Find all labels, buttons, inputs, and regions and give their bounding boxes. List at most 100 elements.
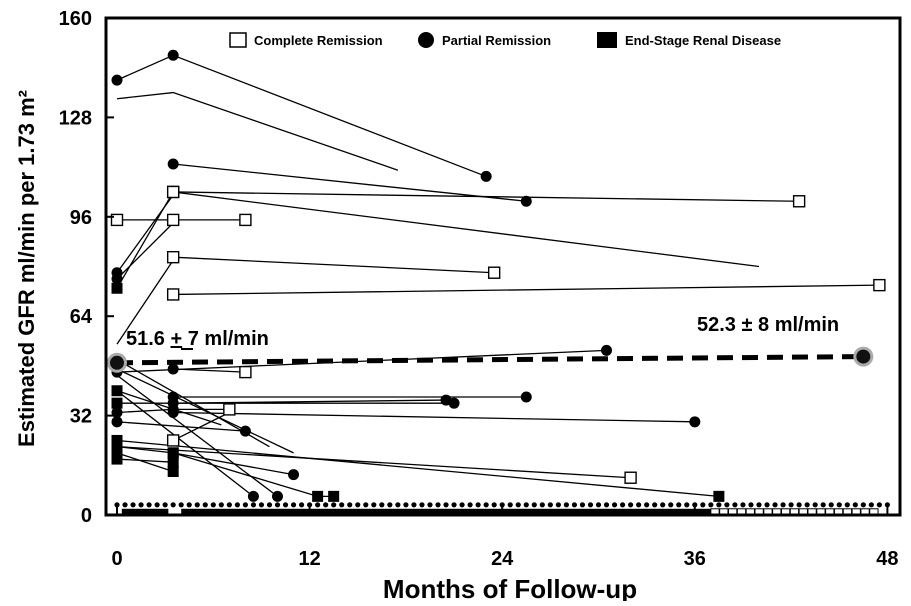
series-line-1 bbox=[116, 91, 399, 171]
baseline-circle-marker bbox=[130, 502, 136, 508]
baseline-circle-marker bbox=[868, 502, 874, 508]
baseline-circle-marker bbox=[740, 502, 746, 508]
baseline-circle-marker bbox=[266, 502, 273, 508]
baseline-circle-marker bbox=[491, 502, 497, 508]
series-line-25 bbox=[116, 458, 174, 463]
mean-marker bbox=[110, 355, 124, 370]
series-27-point-circle bbox=[247, 490, 259, 502]
baseline-circle-marker bbox=[716, 502, 722, 508]
baseline-circle-marker bbox=[483, 502, 489, 508]
series-line-2 bbox=[173, 163, 527, 202]
series-line-21 bbox=[116, 446, 631, 479]
baseline-circle-marker bbox=[323, 502, 329, 508]
baseline-circle-marker bbox=[780, 502, 786, 508]
series-13-point-circle bbox=[167, 363, 179, 375]
series-line-7 bbox=[173, 256, 495, 274]
series-line-9 bbox=[116, 194, 174, 274]
baseline-circle-marker bbox=[499, 502, 505, 508]
baseline-circle-marker bbox=[571, 502, 578, 508]
series-5-point-open-square bbox=[239, 213, 252, 227]
baseline-circle-marker bbox=[523, 502, 529, 508]
baseline-circle-marker bbox=[250, 502, 257, 508]
x-tick-label: 0 bbox=[111, 548, 122, 570]
baseline-circle-marker bbox=[459, 502, 465, 508]
series-3-point-open-square bbox=[792, 195, 806, 208]
series-line-20 bbox=[172, 411, 230, 442]
baseline-circle-marker bbox=[844, 502, 850, 508]
baseline-circle-marker bbox=[170, 502, 176, 508]
baseline-circle-marker bbox=[860, 502, 866, 508]
plot-layer bbox=[107, 49, 891, 517]
series-line-23 bbox=[172, 452, 334, 498]
baseline-circle-marker bbox=[531, 502, 537, 508]
series-6-point-filled-square bbox=[111, 282, 123, 294]
baseline-circle-marker bbox=[628, 502, 634, 508]
series-13-point-open-square bbox=[239, 365, 252, 379]
series-line-19 bbox=[116, 421, 246, 432]
series-5-point-open-square bbox=[110, 213, 124, 227]
series-5-point-open-square bbox=[166, 213, 180, 227]
baseline-circle-marker bbox=[202, 502, 208, 508]
baseline-circle-marker bbox=[539, 502, 545, 508]
y-tick-label: 96 bbox=[70, 207, 92, 229]
series-22-point-filled-square bbox=[713, 490, 725, 502]
baseline-circle-marker bbox=[331, 502, 337, 508]
baseline-circle-marker bbox=[387, 502, 393, 508]
series-17-point-circle bbox=[111, 406, 123, 418]
baseline-circle-marker bbox=[852, 502, 858, 508]
series-line-22 bbox=[116, 439, 719, 498]
baseline-circle-marker bbox=[347, 502, 353, 508]
baseline-circle-marker bbox=[210, 502, 216, 508]
baseline-circle-marker bbox=[708, 502, 714, 508]
baseline-circle-marker bbox=[884, 502, 891, 508]
annotation-underlined-sign: + bbox=[170, 328, 182, 350]
series-line-3 bbox=[173, 191, 800, 202]
series-25-point-filled-square bbox=[111, 453, 123, 465]
baseline-circle-marker bbox=[587, 502, 594, 508]
annotation-part: 51.6 bbox=[126, 328, 170, 350]
y-tick-label: 64 bbox=[70, 306, 93, 328]
baseline-circle-marker bbox=[676, 502, 682, 508]
baseline-circle-marker bbox=[226, 502, 232, 508]
baseline-circle-marker bbox=[611, 502, 618, 508]
baseline-circle-marker bbox=[507, 502, 513, 508]
series-23-point-filled-square bbox=[312, 490, 324, 502]
series-12-point-circle bbox=[601, 344, 613, 356]
y-axis-title: Estimated GFR ml/min per 1.73 m² bbox=[14, 90, 39, 447]
baseline-circle-marker bbox=[451, 502, 457, 508]
baseline-circle-marker bbox=[692, 502, 698, 508]
series-26-point-filled-square bbox=[111, 447, 123, 459]
baseline-circle-marker bbox=[732, 502, 738, 508]
baseline-circle-marker bbox=[146, 502, 152, 508]
series-8-point-open-square bbox=[873, 278, 886, 292]
series-2-point-circle bbox=[167, 158, 179, 170]
series-19-point-circle bbox=[239, 425, 251, 437]
baseline-circle-marker bbox=[636, 502, 642, 508]
y-tick-label: 0 bbox=[81, 505, 92, 527]
baseline-circle-marker bbox=[660, 502, 666, 508]
annotation-baseline-mean: 51.6 + 7 ml/min bbox=[126, 328, 269, 350]
baseline-circle-marker bbox=[876, 502, 882, 508]
plot-frame bbox=[104, 16, 902, 517]
x-tick-label: 48 bbox=[876, 548, 898, 570]
x-tick-label: 24 bbox=[491, 548, 514, 570]
series-17-point-open-square bbox=[223, 403, 236, 416]
series-10-point-circle bbox=[111, 273, 123, 285]
baseline-circle-marker bbox=[804, 502, 810, 508]
baseline-circle-marker bbox=[748, 502, 754, 508]
baseline-circle-marker bbox=[138, 502, 144, 508]
series-8-point-open-square bbox=[166, 288, 180, 301]
baseline-circle-marker bbox=[122, 502, 128, 508]
series-18-point-circle bbox=[689, 416, 701, 428]
baseline-circle-marker bbox=[363, 502, 369, 508]
baseline-circle-marker bbox=[186, 502, 192, 508]
baseline-circle-marker bbox=[443, 502, 449, 508]
legend-filled-circle-icon bbox=[418, 32, 434, 48]
baseline-circle-marker bbox=[467, 502, 473, 508]
series-line-28 bbox=[116, 374, 278, 497]
axis-layer: 0 32 64 96 128 160 0 12 24 36 48 Months of Follow-u… bbox=[14, 8, 902, 604]
baseline-circle-marker bbox=[379, 502, 385, 508]
series-line-10 bbox=[116, 222, 174, 280]
